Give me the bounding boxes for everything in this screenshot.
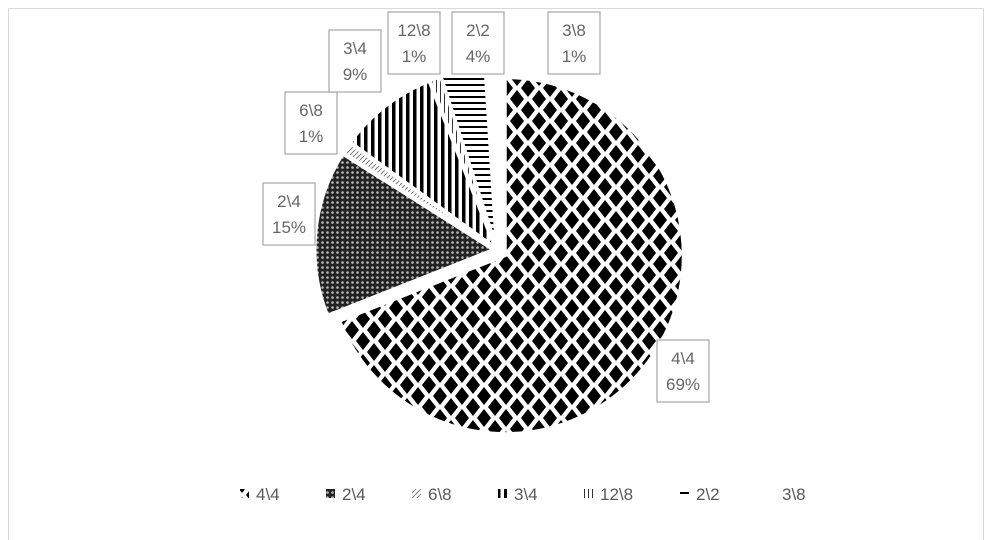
legend-swatch bbox=[680, 489, 689, 498]
legend-label: 3\8 bbox=[782, 485, 806, 504]
data-label-3-8: 3\81% bbox=[547, 11, 601, 75]
legend-label: 6\8 bbox=[428, 485, 452, 504]
legend-item-2-4: 2\4 bbox=[326, 485, 366, 504]
data-label-3-4: 3\49% bbox=[328, 29, 382, 93]
pie-slice-4-4 bbox=[337, 76, 685, 436]
data-label-category: 12\8 bbox=[397, 21, 430, 40]
legend-item-6-8: 6\8 bbox=[412, 485, 452, 504]
data-label-box bbox=[387, 11, 441, 75]
data-label-box bbox=[328, 29, 382, 93]
legend-label: 2\2 bbox=[696, 485, 720, 504]
legend-item-3-4: 3\4 bbox=[498, 485, 538, 504]
data-label-2-4: 2\415% bbox=[262, 182, 316, 246]
legend-swatch bbox=[584, 489, 593, 498]
legend-item-3-8: 3\8 bbox=[766, 485, 806, 504]
legend-swatch bbox=[766, 489, 775, 498]
legend-item-2-2: 2\2 bbox=[680, 485, 720, 504]
data-label-2-2: 2\24% bbox=[451, 11, 505, 75]
data-label-box bbox=[262, 182, 316, 246]
data-label-percent: 15% bbox=[272, 218, 306, 237]
legend-label: 4\4 bbox=[256, 485, 280, 504]
data-label-percent: 1% bbox=[402, 47, 427, 66]
data-label-category: 2\4 bbox=[277, 192, 301, 211]
data-label-category: 6\8 bbox=[299, 101, 323, 120]
data-label-percent: 9% bbox=[343, 65, 368, 84]
legend-item-4-4: 4\4 bbox=[240, 485, 280, 504]
legend-swatch bbox=[498, 489, 507, 498]
pie-slice-2-4 bbox=[313, 152, 497, 318]
data-label-box bbox=[284, 91, 338, 155]
data-label-category: 2\2 bbox=[466, 21, 490, 40]
data-label-percent: 1% bbox=[299, 127, 324, 146]
data-label-category: 4\4 bbox=[671, 349, 695, 368]
legend-label: 3\4 bbox=[514, 485, 538, 504]
data-label-percent: 1% bbox=[562, 47, 587, 66]
legend-label: 12\8 bbox=[600, 485, 633, 504]
chart-frame bbox=[8, 8, 984, 540]
data-label-6-8: 6\81% bbox=[284, 91, 338, 155]
pie-slice-3-4 bbox=[348, 79, 498, 252]
legend-swatch bbox=[240, 489, 249, 498]
data-label-percent: 4% bbox=[466, 47, 491, 66]
data-label-box bbox=[547, 11, 601, 75]
legend-swatch bbox=[412, 489, 421, 498]
data-label-box bbox=[451, 11, 505, 75]
legend-label: 2\4 bbox=[342, 485, 366, 504]
data-label-category: 3\4 bbox=[343, 39, 367, 58]
data-label-category: 3\8 bbox=[562, 21, 586, 40]
legend-swatch bbox=[326, 489, 335, 498]
legend-item-12-8: 12\8 bbox=[584, 485, 633, 504]
data-label-4-4: 4\469% bbox=[656, 339, 710, 403]
data-label-12-8: 12\8 1% bbox=[387, 11, 441, 75]
data-label-percent: 69% bbox=[666, 375, 700, 394]
data-label-box bbox=[656, 339, 710, 403]
